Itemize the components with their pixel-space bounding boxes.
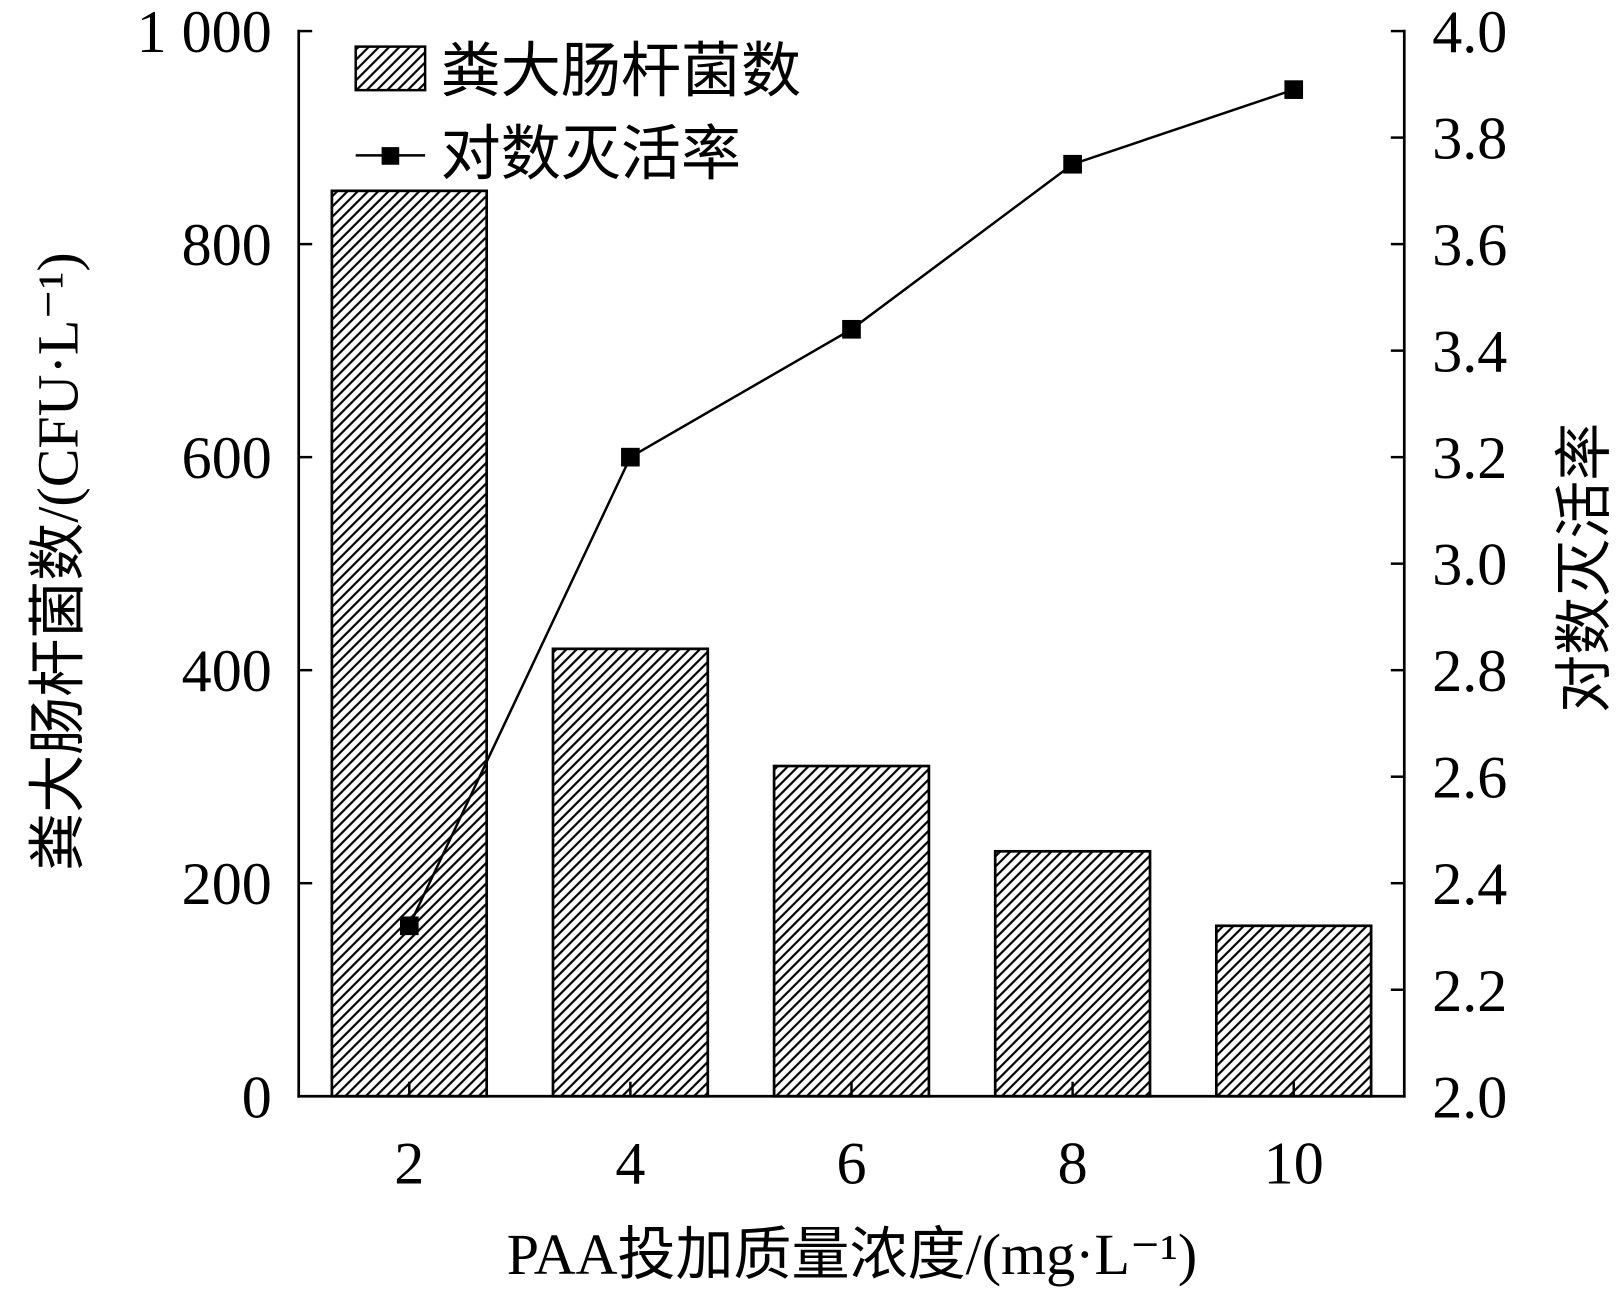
right-y-tick-label: 2.0	[1432, 1063, 1507, 1130]
right-y-tick-label: 3.2	[1432, 424, 1507, 491]
x-tick-label: 8	[1058, 1130, 1088, 1197]
bar	[993, 849, 1152, 1098]
bar-series-group	[330, 189, 1373, 1098]
legend-label-line: 对数灭活率	[441, 120, 741, 187]
x-axis-title: PAA投加质量浓度/(mg·L⁻¹)	[507, 1222, 1197, 1287]
line-marker	[621, 447, 640, 467]
left-y-tick-label: 200	[182, 850, 272, 917]
line-marker	[842, 319, 861, 339]
right-y-tick-label: 3.4	[1432, 318, 1507, 385]
left-y-tick-label: 0	[242, 1063, 272, 1130]
bar	[772, 764, 931, 1098]
x-tick-label: 10	[1264, 1130, 1324, 1197]
x-tick-label: 6	[836, 1130, 866, 1197]
right-y-axis-title: 对数灭活率	[1552, 423, 1617, 713]
left-y-axis-title: 粪大肠杆菌数/(CFU·L⁻¹)	[26, 252, 91, 870]
left-y-tick-label: 800	[182, 211, 272, 278]
legend-label-bars: 粪大肠杆菌数	[441, 37, 801, 104]
left-y-tick-label: 600	[182, 424, 272, 491]
right-y-tick-label: 2.4	[1432, 850, 1507, 917]
bar	[1214, 924, 1373, 1098]
line-marker	[399, 916, 419, 936]
right-y-tick-label: 3.0	[1432, 531, 1507, 598]
x-tick-label: 2	[394, 1130, 424, 1197]
x-tick-label: 4	[615, 1130, 645, 1197]
axis-ticks-group	[298, 29, 1405, 1098]
right-y-tick-label: 2.6	[1432, 744, 1507, 811]
legend-square-marker	[381, 147, 400, 165]
left-y-tick-label: 1 000	[137, 0, 272, 65]
legend: 粪大肠杆菌数 对数灭活率	[354, 37, 801, 187]
right-y-tick-label: 3.6	[1432, 211, 1507, 278]
tick-labels-group: 0 200 400 600 800 1 000 2.0 2.2 2.4 2.6 2.8 3.0 3.2 3…	[137, 0, 1508, 1197]
left-y-tick-label: 400	[182, 637, 272, 704]
legend-item-bars: 粪大肠杆菌数	[354, 37, 801, 104]
right-y-tick-label: 3.8	[1432, 105, 1507, 172]
bar	[330, 189, 489, 1098]
bar	[551, 647, 710, 1098]
line-marker	[1284, 80, 1304, 99]
line-series-group	[399, 80, 1304, 936]
line-marker	[1063, 154, 1082, 174]
legend-hatch-swatch	[354, 45, 427, 92]
right-y-tick-label: 2.8	[1432, 637, 1507, 704]
legend-item-line: 对数灭活率	[355, 120, 741, 187]
right-y-tick-label: 2.2	[1432, 957, 1507, 1024]
right-y-tick-label: 4.0	[1432, 0, 1507, 65]
